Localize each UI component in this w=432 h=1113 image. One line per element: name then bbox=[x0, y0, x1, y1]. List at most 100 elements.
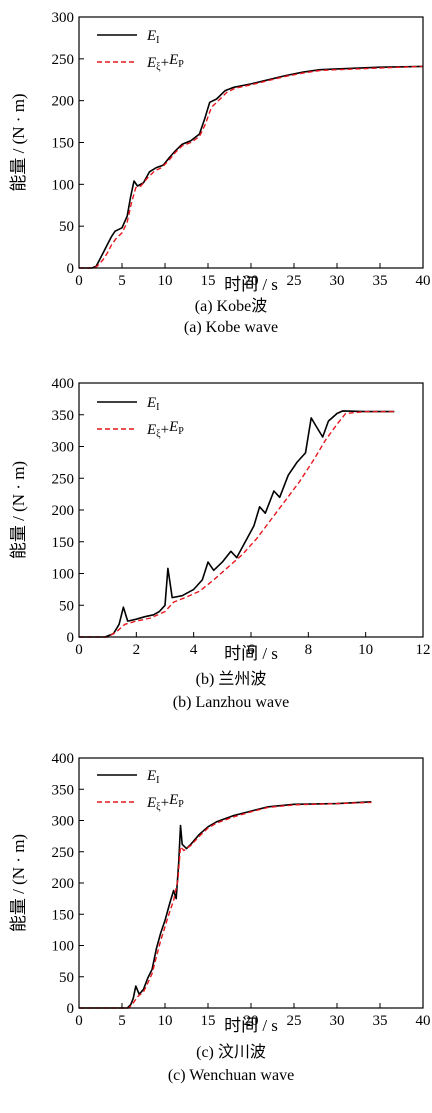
legend-subscript: P bbox=[178, 799, 184, 810]
chart-panel-1: 0 5 10 15 20 25 30 35 40 0 50 100 150 200 250 300 时间 / s… bbox=[9, 10, 431, 336]
x-tick-label: 25 bbox=[287, 273, 302, 289]
plot-frame bbox=[78, 757, 424, 1009]
y-tick-label: 350 bbox=[52, 408, 75, 424]
y-tick-label: 250 bbox=[52, 52, 75, 68]
y-tick-label: 200 bbox=[52, 503, 75, 519]
x-tick-label: 40 bbox=[416, 273, 431, 289]
x-tick-label: 30 bbox=[330, 273, 345, 289]
chart-panel-3: 0 5 10 15 20 25 30 35 40050100150200250300350400… bbox=[9, 751, 431, 1084]
x-axis-label: 时间 / s bbox=[224, 1016, 278, 1035]
y-tick-label: 50 bbox=[59, 970, 74, 986]
x-tick-label: 10 bbox=[358, 642, 373, 658]
legend-text-part: E bbox=[168, 52, 178, 68]
y-tick-label: 250 bbox=[52, 845, 75, 861]
y-tick-label: 50 bbox=[59, 219, 74, 235]
legend-text-part: + bbox=[161, 55, 169, 71]
legend-label-exi-ep: Eξ+EP bbox=[146, 52, 184, 73]
y-tick-label: 150 bbox=[52, 907, 75, 923]
caption-chinese: (a) Kobe波 bbox=[195, 297, 267, 315]
x-tick-label: 10 bbox=[158, 1013, 173, 1029]
y-tick-label: 200 bbox=[52, 94, 75, 110]
legend-label-ei: EI bbox=[146, 395, 160, 413]
x-tick-label: 5 bbox=[118, 1013, 126, 1029]
x-tick-label: 5 bbox=[118, 273, 126, 289]
y-tick-label: 0 bbox=[67, 630, 75, 646]
y-tick-label: 400 bbox=[52, 376, 75, 392]
x-tick-label: 0 bbox=[75, 1013, 83, 1029]
x-tick-label: 20 bbox=[244, 273, 259, 289]
x-tick-label: 15 bbox=[201, 1013, 216, 1029]
legend-text-part: + bbox=[161, 422, 169, 438]
legend-text-part: E bbox=[146, 795, 156, 811]
legend-label-exi-ep: Eξ+EP bbox=[146, 792, 184, 813]
plot-frame bbox=[78, 16, 424, 269]
x-tick-label: 4 bbox=[190, 642, 198, 658]
legend-subscript: ξ bbox=[156, 62, 161, 73]
series-line-ei bbox=[79, 801, 372, 1009]
y-tick-label: 300 bbox=[52, 440, 75, 456]
chart-panel-2: 0 2 4 6 8 10 12 0 50 100 150 200 250 300 350 400 时间 / s 能… bbox=[9, 376, 431, 711]
legend-text-part: E bbox=[168, 792, 178, 808]
y-tick-label: 100 bbox=[52, 939, 75, 955]
x-tick-label: 40 bbox=[416, 1013, 431, 1029]
legend-text-part: E bbox=[146, 395, 156, 411]
y-tick-label: 400 bbox=[52, 751, 75, 767]
x-tick-label: 15 bbox=[201, 273, 216, 289]
legend-text-part: E bbox=[146, 55, 156, 71]
caption-english: (b) Lanzhou wave bbox=[173, 694, 289, 711]
series-line-ei bbox=[79, 65, 424, 269]
x-tick-label: 35 bbox=[373, 273, 388, 289]
y-tick-label: 300 bbox=[52, 814, 75, 830]
series-line-exi-ep bbox=[79, 65, 424, 269]
legend-label-ei: EI bbox=[146, 28, 160, 46]
y-tick-label: 250 bbox=[52, 471, 75, 487]
legend-subscript: I bbox=[156, 775, 159, 786]
caption-chinese: (b) 兰州波 bbox=[196, 670, 267, 688]
legend-subscript: ξ bbox=[156, 429, 161, 440]
y-tick-label: 50 bbox=[59, 598, 74, 614]
y-tick-label: 350 bbox=[52, 782, 75, 798]
legend-subscript: I bbox=[156, 402, 159, 413]
x-tick-label: 8 bbox=[305, 642, 313, 658]
legend-subscript: I bbox=[156, 35, 159, 46]
x-tick-label: 2 bbox=[133, 642, 141, 658]
legend-subscript: P bbox=[178, 426, 184, 437]
x-tick-label: 25 bbox=[287, 1013, 302, 1029]
y-tick-label: 300 bbox=[52, 10, 75, 26]
legend-text-part: E bbox=[168, 419, 178, 435]
y-tick-label: 0 bbox=[67, 1001, 75, 1017]
x-tick-label: 20 bbox=[244, 1013, 259, 1029]
x-tick-label: 0 bbox=[75, 273, 83, 289]
legend-text-part: E bbox=[146, 768, 156, 784]
y-tick-label: 200 bbox=[52, 876, 75, 892]
series-line-exi-ep bbox=[79, 410, 395, 638]
x-tick-label: 12 bbox=[416, 642, 431, 658]
legend-label-exi-ep: Eξ+EP bbox=[146, 419, 184, 440]
plot-frame bbox=[78, 382, 424, 638]
y-axis-label: 能量 / (N · m) bbox=[9, 834, 28, 932]
caption-english: (c) Wenchuan wave bbox=[168, 1067, 294, 1084]
y-tick-label: 100 bbox=[52, 177, 75, 193]
legend-text-part: E bbox=[146, 28, 156, 44]
x-tick-label: 10 bbox=[158, 273, 173, 289]
x-axis-label: 时间 / s bbox=[224, 275, 278, 294]
legend-subscript: ξ bbox=[156, 802, 161, 813]
y-tick-label: 100 bbox=[52, 567, 75, 583]
caption-english: (a) Kobe wave bbox=[184, 319, 278, 336]
legend-label-ei: EI bbox=[146, 768, 160, 786]
y-axis-label: 能量 / (N · m) bbox=[9, 93, 28, 191]
x-tick-label: 6 bbox=[247, 642, 255, 658]
legend-text-part: E bbox=[146, 422, 156, 438]
y-tick-label: 150 bbox=[52, 535, 75, 551]
y-tick-label: 0 bbox=[67, 261, 75, 277]
x-tick-label: 30 bbox=[330, 1013, 345, 1029]
legend-text-part: + bbox=[161, 795, 169, 811]
y-axis-label: 能量 / (N · m) bbox=[9, 461, 28, 559]
series-line-ei bbox=[79, 410, 395, 638]
y-tick-label: 150 bbox=[52, 136, 75, 152]
x-axis-label: 时间 / s bbox=[224, 644, 278, 663]
x-tick-label: 0 bbox=[75, 642, 83, 658]
series-line-exi-ep bbox=[79, 801, 372, 1009]
x-tick-label: 35 bbox=[373, 1013, 388, 1029]
